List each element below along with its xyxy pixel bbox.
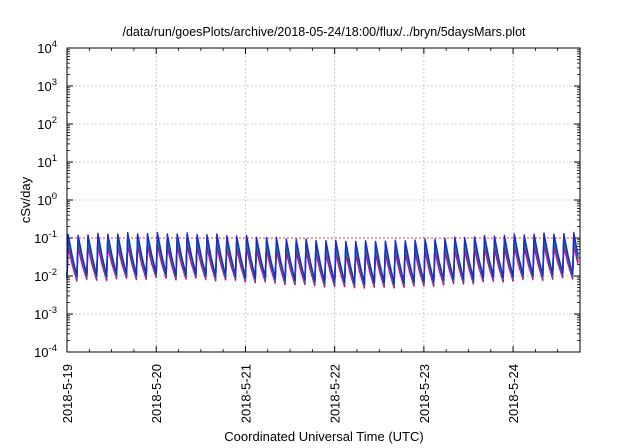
series-line — [66, 231, 579, 285]
chart-title: /data/run/goesPlots/archive/2018-05-24/1… — [122, 25, 526, 39]
y-tick-label: 103 — [37, 77, 57, 94]
x-tick-label: 2018-5-23 — [417, 364, 432, 423]
y-axis-label: cSv/day — [18, 176, 33, 223]
grid — [67, 48, 580, 352]
x-tick-label: 2018-5-19 — [60, 364, 75, 423]
y-tick-label: 10-2 — [34, 267, 57, 284]
y-tick-label: 10-4 — [34, 343, 57, 360]
x-tick-labels: 2018-5-19 2018-5-20 2018-5-21 2018-5-22 2018… — [60, 364, 521, 423]
y-tick-label: 10-3 — [34, 305, 57, 322]
x-tick-label: 2018-5-24 — [506, 364, 521, 423]
y-tick-label: 104 — [37, 39, 57, 56]
y-tick-label: 10-1 — [34, 229, 57, 246]
x-tick-label: 2018-5-22 — [328, 364, 343, 423]
plot-frame — [66, 47, 581, 353]
x-tick-label: 2018-5-21 — [238, 364, 253, 423]
y-tick-label: 100 — [37, 191, 57, 208]
x-tick-label: 2018-5-20 — [149, 364, 164, 423]
series-group — [66, 231, 579, 289]
x-axis-label: Coordinated Universal Time (UTC) — [224, 429, 423, 444]
y-tick-label: 101 — [37, 153, 57, 170]
y-tick-label: 102 — [37, 115, 57, 132]
y-tick-labels: 10-4 10-3 10-2 10-1 100 101 102 103 104 — [34, 39, 57, 360]
